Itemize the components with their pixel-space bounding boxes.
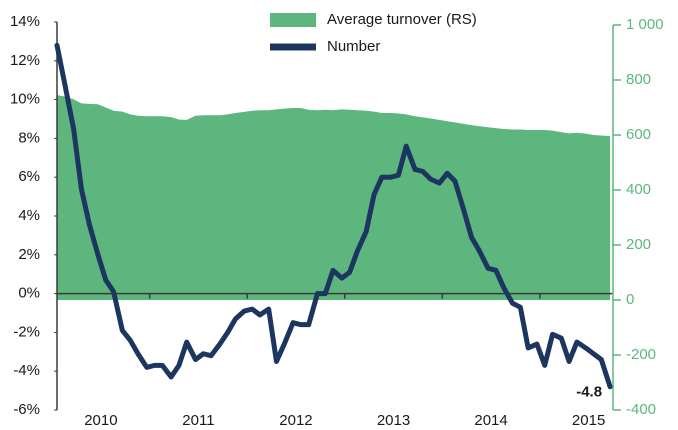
- area: [57, 95, 611, 300]
- y-tick-label: -6%: [13, 401, 40, 418]
- legend-swatch: [270, 13, 316, 27]
- y-tick-label: 2%: [18, 246, 40, 263]
- x-tick-label: 2014: [474, 412, 507, 429]
- data-label: -4.8: [576, 384, 602, 401]
- x-tick-label: 2011: [182, 412, 214, 429]
- y-tick-label: 4%: [18, 207, 40, 224]
- y2-tick-label: 800: [626, 71, 651, 88]
- y2-tick-label: 1 000: [626, 16, 664, 33]
- y-tick-label: 14%: [10, 13, 40, 30]
- x-tick-label: 2013: [377, 412, 410, 429]
- y-tick-label: 8%: [18, 129, 40, 146]
- y-tick-label: 10%: [10, 91, 40, 108]
- y-tick-label: -2%: [13, 323, 40, 340]
- y-tick-label: 12%: [10, 52, 40, 69]
- y2-tick-label: 200: [626, 236, 651, 253]
- y-tick-label: 0%: [18, 285, 40, 302]
- y2-tick-label: -400: [626, 401, 656, 418]
- y-tick-label: -4%: [13, 362, 40, 379]
- y2-tick-label: 0: [626, 291, 634, 308]
- y-tick-label: 6%: [18, 168, 40, 185]
- y2-tick-label: 400: [626, 181, 651, 198]
- line: [54, 42, 613, 390]
- y2-tick-label: 600: [626, 126, 651, 143]
- x-tick-label: 2015: [572, 412, 605, 429]
- y2-tick-label: -200: [626, 346, 656, 363]
- legend-label: Number: [327, 38, 380, 55]
- x-tick-label: 2010: [84, 412, 117, 429]
- legend-label: Average turnover (RS): [327, 11, 477, 28]
- x-tick-label: 2012: [279, 412, 312, 429]
